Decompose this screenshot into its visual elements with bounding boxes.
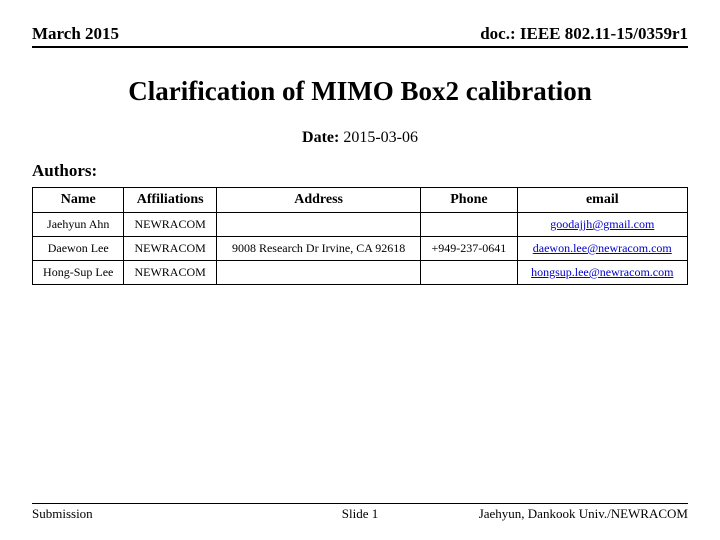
footer-right: Jaehyun, Dankook Univ./NEWRACOM — [479, 506, 688, 522]
header-row: March 2015 doc.: IEEE 802.11-15/0359r1 — [32, 24, 688, 48]
date-label: Date: — [302, 129, 339, 146]
col-name: Name — [33, 188, 124, 213]
col-email: email — [517, 188, 687, 213]
footer-row: Submission Slide 1 Jaehyun, Dankook Univ… — [32, 503, 688, 522]
cell-email: daewon.lee@newracom.com — [517, 237, 687, 261]
authors-label: Authors: — [32, 161, 688, 181]
page-title: Clarification of MIMO Box2 calibration — [32, 76, 688, 107]
cell-phone — [421, 261, 517, 285]
cell-address: 9008 Research Dr Irvine, CA 92618 — [216, 237, 420, 261]
col-address: Address — [216, 188, 420, 213]
table-row: Jaehyun Ahn NEWRACOM goodajjh@gmail.com — [33, 213, 688, 237]
cell-address — [216, 213, 420, 237]
cell-affil: NEWRACOM — [124, 237, 217, 261]
authors-table: Name Affiliations Address Phone email Ja… — [32, 187, 688, 285]
cell-address — [216, 261, 420, 285]
col-affiliations: Affiliations — [124, 188, 217, 213]
cell-phone — [421, 213, 517, 237]
table-header-row: Name Affiliations Address Phone email — [33, 188, 688, 213]
cell-name: Hong-Sup Lee — [33, 261, 124, 285]
table-row: Hong-Sup Lee NEWRACOM hongsup.lee@newrac… — [33, 261, 688, 285]
col-phone: Phone — [421, 188, 517, 213]
cell-email: hongsup.lee@newracom.com — [517, 261, 687, 285]
date-line: Date: 2015-03-06 — [32, 129, 688, 147]
footer-left: Submission — [32, 506, 93, 522]
footer-center: Slide 1 — [342, 506, 378, 522]
cell-name: Daewon Lee — [33, 237, 124, 261]
table-row: Daewon Lee NEWRACOM 9008 Research Dr Irv… — [33, 237, 688, 261]
header-date: March 2015 — [32, 24, 119, 44]
cell-affil: NEWRACOM — [124, 261, 217, 285]
cell-name: Jaehyun Ahn — [33, 213, 124, 237]
cell-phone: +949-237-0641 — [421, 237, 517, 261]
date-value: 2015-03-06 — [343, 129, 418, 146]
header-doc-id: doc.: IEEE 802.11-15/0359r1 — [480, 24, 688, 44]
cell-email: goodajjh@gmail.com — [517, 213, 687, 237]
cell-affil: NEWRACOM — [124, 213, 217, 237]
